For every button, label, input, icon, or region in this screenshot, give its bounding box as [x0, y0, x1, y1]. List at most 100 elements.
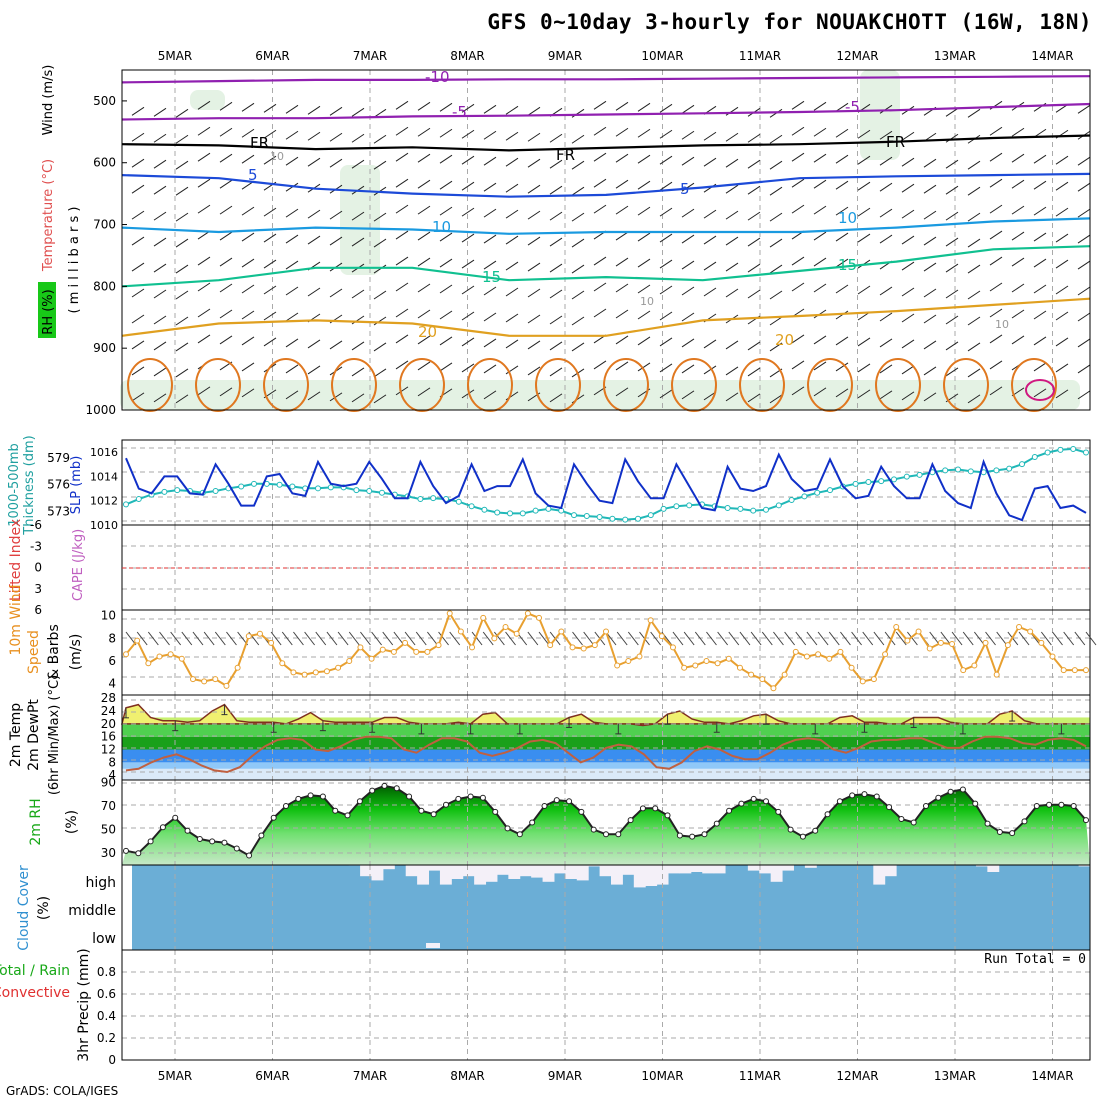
wind10m-speed-line-point [1038, 639, 1045, 646]
wind-barb [989, 282, 1003, 292]
wind-barb [835, 362, 849, 372]
thickness-line-point [1031, 454, 1038, 460]
wind-barb [571, 342, 585, 352]
wind10m-barb [1018, 631, 1030, 646]
thickness-line-point [891, 476, 897, 483]
wind10m-barb [806, 631, 818, 646]
wind-barb [153, 211, 167, 221]
rh-line-point [221, 839, 228, 846]
wind10m-barb [784, 631, 796, 646]
wind-barb [637, 154, 651, 164]
thickness-line-point [647, 512, 654, 519]
wind-barb [835, 102, 849, 112]
wind10m-speed-line-point [714, 660, 721, 667]
wind10m-speed-line-point [223, 682, 230, 689]
wind-barb [1055, 311, 1069, 321]
wind-barb [659, 389, 673, 399]
wind-barb [879, 104, 893, 114]
rh-line-point [812, 827, 819, 834]
wind10m-speed-line-point [859, 678, 866, 685]
wind-barb [219, 309, 233, 319]
wind-barb [549, 237, 563, 247]
isotherm-cell [739, 358, 785, 412]
rh-line-point [1058, 801, 1065, 808]
wind10m-barb [650, 631, 662, 646]
wind-barb [857, 155, 871, 165]
isotherm-cell [127, 358, 173, 412]
wind10m-speed-line-point [268, 639, 275, 646]
thickness-line-point [622, 516, 629, 523]
thickness-tick-label: 576 [47, 478, 70, 492]
wind-barb [461, 103, 475, 113]
wind10m-speed-line-point [870, 676, 877, 683]
cloud-high-gap [804, 865, 817, 868]
rh-line-point [923, 802, 929, 809]
wind-barb [571, 160, 585, 170]
wind-barb [593, 126, 607, 136]
wind-barb [593, 360, 607, 370]
wind-barb [835, 284, 849, 294]
isotherm-line [121, 217, 1091, 235]
wind-barb [505, 287, 519, 297]
wind-barb [681, 234, 695, 244]
wind-barb [857, 207, 871, 217]
wind-barb [1011, 205, 1025, 215]
wind10m-speed-line-point [625, 658, 632, 664]
wind-barb [725, 210, 739, 220]
wind-barb [967, 290, 981, 300]
wind-barb [615, 283, 629, 293]
rh-ylabel-2: (%) [64, 810, 80, 834]
wind-barb [439, 128, 453, 138]
cloud-high-gap [713, 865, 726, 874]
temp-band [122, 768, 1090, 780]
thickness-line-point [571, 512, 577, 519]
wind-barb [483, 130, 497, 140]
wind-barb [791, 100, 805, 110]
wind-barb [285, 338, 299, 348]
wind-barb [373, 264, 387, 274]
wind-barb [857, 285, 871, 295]
wind-barb [615, 361, 629, 371]
wind-barb [637, 284, 651, 294]
thickness-line-point [212, 488, 219, 494]
slp-ylabel-slp: SLP (mb) [69, 456, 84, 515]
wind-barb [791, 282, 805, 292]
isotherm-cell [1011, 358, 1057, 412]
isotherm-line [121, 134, 1091, 152]
rh-tick-label: 90 [101, 775, 116, 789]
thickness-line-point [468, 503, 475, 510]
thickness-line-point [289, 483, 296, 490]
wind-barb [395, 360, 409, 370]
wind-barb [1033, 310, 1047, 320]
wind-barb [527, 106, 541, 116]
wind-barb [285, 390, 299, 400]
cloud-high-gap [405, 865, 418, 877]
wind10m-tick-label: 8 [108, 631, 116, 645]
wind-barb [241, 102, 255, 112]
rh-line-point [738, 800, 745, 807]
wind-barb [901, 209, 915, 219]
wind-barb [901, 287, 915, 297]
contour-label: 15 [482, 268, 501, 286]
wind-barb [395, 126, 409, 136]
thickness-line-point [507, 510, 513, 517]
x-tick-label-bottom: 12MAR [836, 1069, 878, 1083]
wind10m-barb [672, 631, 684, 646]
rh-line-point [196, 836, 203, 843]
wind-barb [153, 159, 167, 169]
rh-line-point [972, 800, 979, 807]
rh-line-point [1083, 817, 1089, 824]
wind-barb [1011, 153, 1025, 163]
wind-barb [439, 232, 453, 242]
wind10m-speed-line-point [357, 644, 364, 651]
wind-barb [417, 101, 431, 111]
wind10m-barb [773, 631, 784, 646]
thickness-line-point [251, 480, 257, 487]
cloud-high-gap [462, 865, 475, 877]
wind-barb [527, 340, 541, 350]
thickness-line-point [827, 487, 833, 494]
rh-shading [340, 165, 380, 275]
wind10m-barb [739, 631, 751, 646]
wind-barb [769, 160, 783, 170]
wind-barb [835, 128, 849, 138]
